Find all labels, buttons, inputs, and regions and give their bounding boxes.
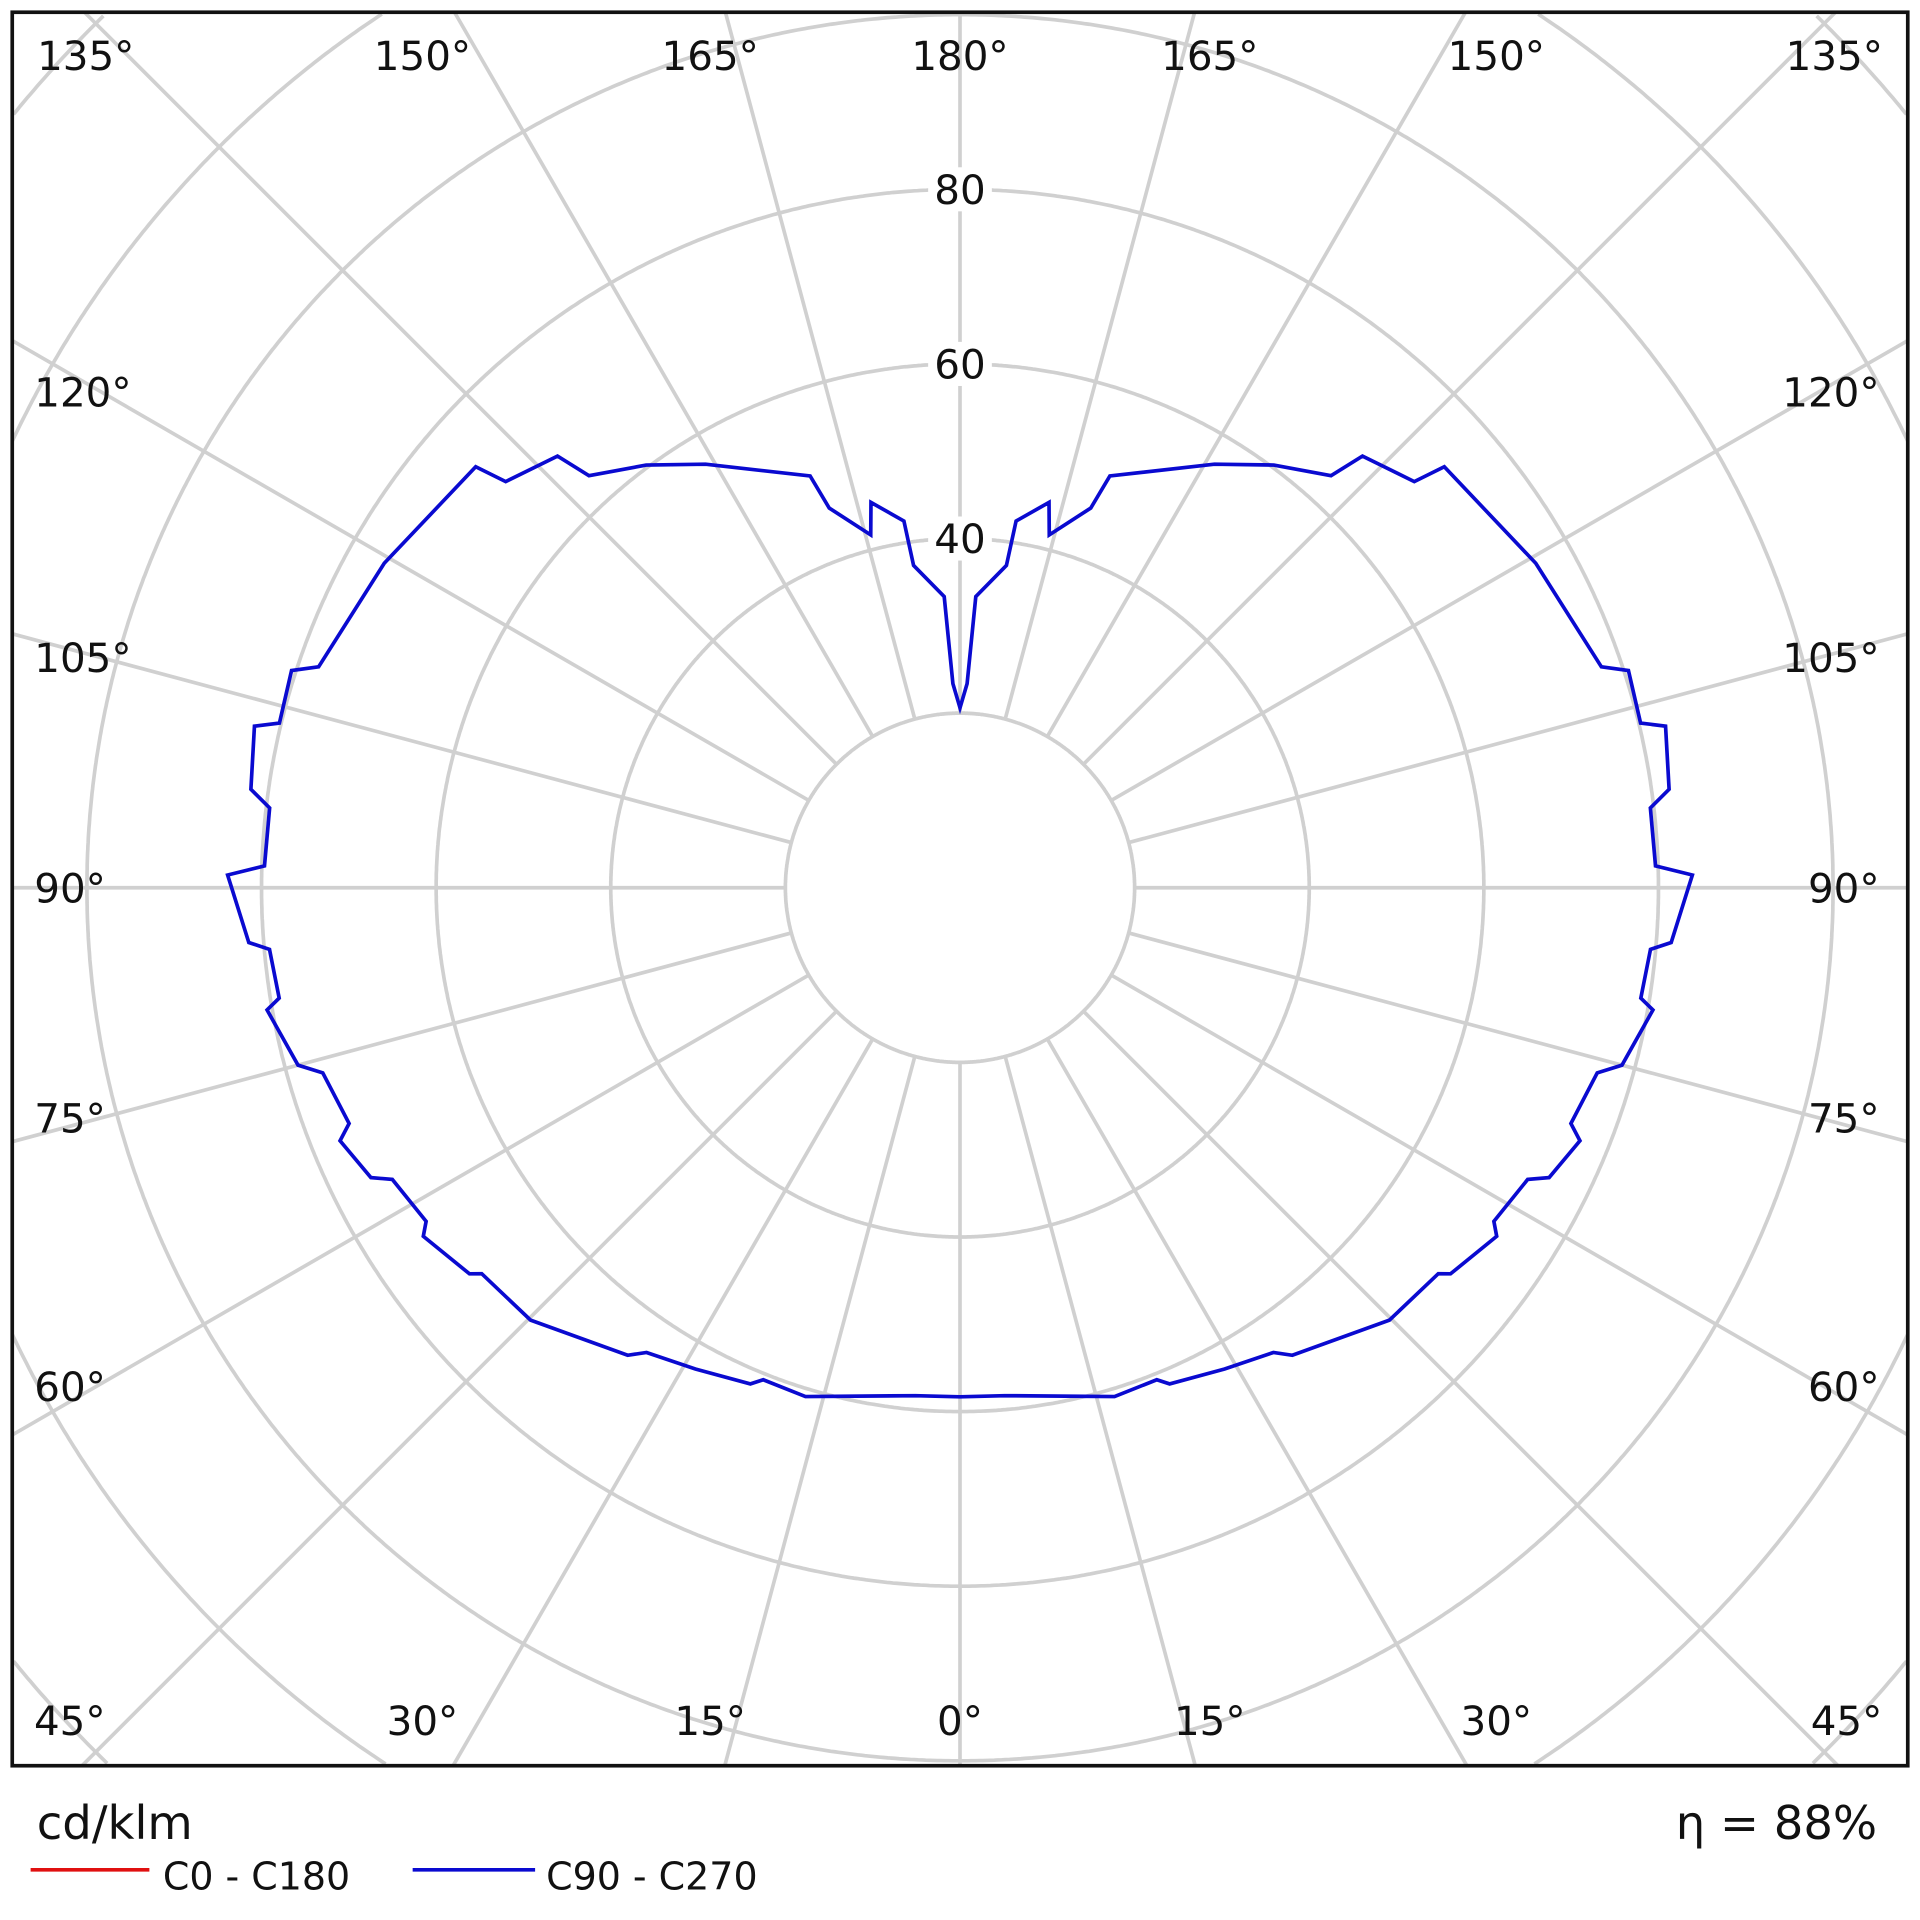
angle-label: 75° <box>1808 1095 1880 1143</box>
grid-radial-line <box>451 1038 875 1767</box>
grid-radial-line <box>452 11 875 738</box>
radial-tick-label: 40 <box>934 515 985 563</box>
grid-radial-line <box>11 338 810 803</box>
plot-frame <box>10 10 1910 1768</box>
angle-label: 105° <box>34 634 131 682</box>
angle-label: 120° <box>1782 369 1879 417</box>
angle-label: 15° <box>1174 1697 1246 1745</box>
grid-circle <box>783 711 1137 1065</box>
series-curve-1 <box>225 454 1695 1399</box>
grid-radial-line <box>1003 1055 1198 1767</box>
angle-label: 30° <box>1461 1697 1533 1745</box>
legend-label-c90-c270: C90 - C270 <box>546 1854 757 1898</box>
grid-radial-line <box>1082 10 1837 766</box>
radial-tick-label: 60 <box>934 341 985 389</box>
grid-circle <box>12 14 1908 1765</box>
grid-radial-line <box>1128 931 1909 1144</box>
radial-tick-labels: 40 60 80 <box>928 166 992 563</box>
grid-radial-line <box>1128 632 1909 845</box>
angle-label: 0° <box>937 1697 983 1745</box>
grid-radial-line <box>11 632 792 845</box>
angle-label: 30° <box>387 1697 459 1745</box>
angle-label: 45° <box>34 1697 106 1745</box>
angle-label: 180° <box>911 32 1008 80</box>
radial-tick-bg <box>928 341 992 386</box>
legend-label-c0-c180: C0 - C180 <box>163 1854 350 1898</box>
grid-radial-line <box>1110 973 1909 1437</box>
unit-label: cd/klm <box>37 1796 193 1850</box>
angle-label: 165° <box>662 32 759 80</box>
grid-radial-line <box>83 10 838 766</box>
grid-radial-line <box>1110 338 1909 803</box>
angle-label: 165° <box>1161 32 1258 80</box>
grid-radial-line <box>80 1009 838 1768</box>
grid-radial-line <box>722 1055 917 1767</box>
angle-label: 135° <box>37 32 134 80</box>
angle-label: 150° <box>374 32 471 80</box>
angle-label: 90° <box>1808 864 1880 912</box>
efficiency-label: η = 88% <box>1676 1796 1877 1850</box>
grid-radial-line <box>1045 1038 1469 1767</box>
radial-tick-label: 80 <box>934 166 985 214</box>
angle-label: 75° <box>34 1095 106 1143</box>
angle-label: 45° <box>1811 1697 1883 1745</box>
grid-circle <box>10 12 1910 1766</box>
grid-radial-line <box>1082 1009 1840 1768</box>
angle-label: 150° <box>1448 32 1545 80</box>
angle-label: 60° <box>1808 1363 1880 1411</box>
angle-label: 60° <box>34 1363 106 1411</box>
grid-radial-line <box>11 931 792 1144</box>
radial-tick-bg <box>928 167 992 212</box>
angle-label: 15° <box>674 1697 746 1745</box>
polar-grid <box>10 10 1910 1768</box>
angle-label: 105° <box>1782 634 1879 682</box>
angle-label: 120° <box>34 369 131 417</box>
grid-radial-line <box>1003 11 1197 720</box>
curves <box>225 454 1695 1399</box>
grid-radial-line <box>11 973 810 1437</box>
angle-label: 135° <box>1786 32 1883 80</box>
grid-radial-line <box>1045 11 1468 738</box>
radial-tick-bg <box>928 516 992 561</box>
angle-labels: 135° 150° 165° 180° 165° 150° 135° 45° 30° 15° 0° 1… <box>34 32 1883 1745</box>
legend: C0 - C180 C90 - C270 <box>30 1854 758 1898</box>
grid-radial-line <box>723 11 917 720</box>
angle-label: 90° <box>34 864 106 912</box>
